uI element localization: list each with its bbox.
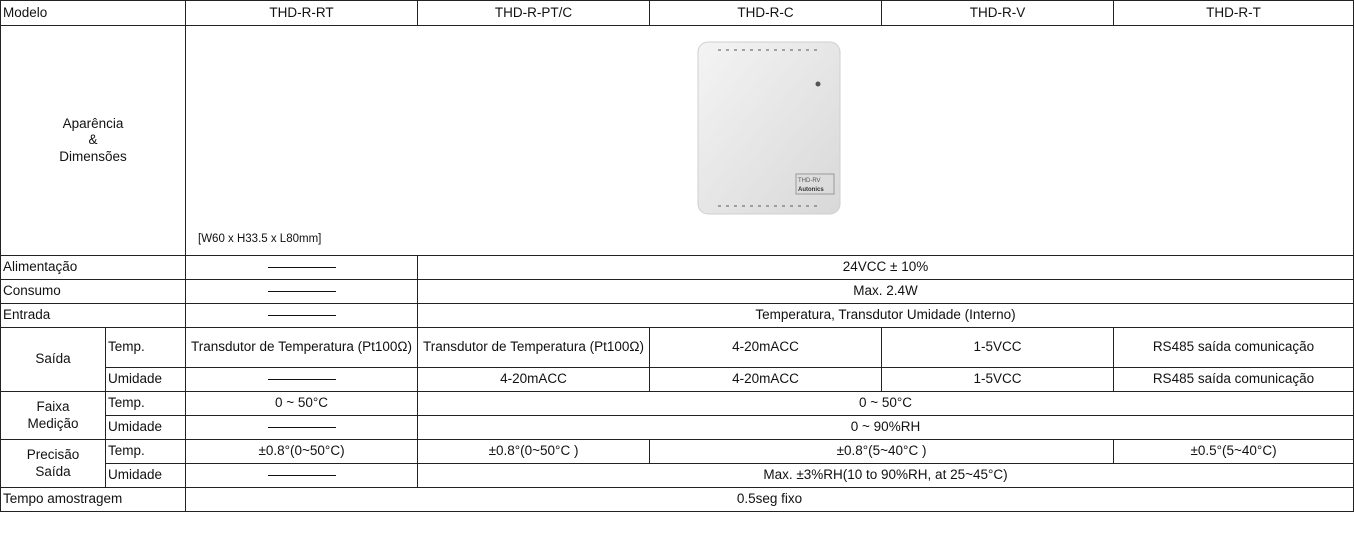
value-cell: 0.5seg fixo [185,487,1354,512]
header-label: Modelo [0,0,186,26]
value-cell: Transdutor de Temperatura (Pt100Ω) [185,327,418,368]
row-label: Entrada [0,303,186,328]
sampling-row: Tempo amostragem 0.5seg fixo [0,487,1354,512]
model: THD-R-C [649,0,882,26]
dash [267,427,336,429]
value-cell: RS485 saída comunicação [1113,367,1354,392]
value-cell: 1-5VCC [881,327,1114,368]
sub-label: Umidade [105,415,186,440]
device-body [697,41,841,215]
na-cell [185,415,418,440]
model: THD-R-T [1113,0,1354,26]
row-label: Tempo amostragem [0,487,186,512]
label-line: & [88,132,98,148]
label-line: Dimensões [59,148,127,164]
value-cell: 0 ~ 50°C [417,391,1354,416]
value-cell: ±0.8°(5~40°C ) [649,439,1114,464]
range-humidity-row: Umidade 0 ~ 90%RH [1,415,1354,440]
na-cell [185,279,418,304]
value-cell: 0 ~ 50°C [185,391,418,416]
spec-table: Modelo THD-R-RT THD-R-PT/C THD-R-C THD-R… [0,0,1354,512]
sub-label: Temp. [105,391,186,416]
vents [718,49,817,207]
model: THD-R-RT [185,0,418,26]
appearance-cell: THD-RV Autonics [W60 x H33.5 x L80mm] [185,25,1354,256]
group-label: Precisão Saída [0,439,106,488]
group-label: Faixa Medição [0,391,106,440]
value-cell: Max. 2.4W [417,279,1354,304]
value-cell: Max. ±3%RH(10 to 90%RH, at 25~45°C) [417,463,1354,488]
sub-label: Umidade [105,367,186,392]
na-cell [185,303,418,328]
value-cell: 24VCC ± 10% [417,255,1354,280]
value-cell: Temperatura, Transdutor Umidade (Interno… [417,303,1354,328]
value-cell: 4-20mACC [649,367,882,392]
dash [267,291,336,293]
sub-label: Temp. [105,439,186,464]
na-cell [185,367,418,392]
input-row: Entrada Temperatura, Transdutor Umidade … [0,303,1354,328]
appearance-row: Aparência & Dimensões THD-RV Autonics [W60… [0,25,1354,256]
sub-label: Umidade [105,463,186,488]
value-cell: 0 ~ 90%RH [417,415,1354,440]
value-cell: Transdutor de Temperatura (Pt100Ω) [417,327,650,368]
sub-label: Temp. [105,327,186,368]
appearance-label: Aparência & Dimensões [0,25,186,256]
na-cell [185,463,418,488]
row-label: Consumo [0,279,186,304]
label-line: Aparência [62,116,124,132]
device-image: THD-RV Autonics [697,41,841,215]
header-row: Modelo THD-R-RT THD-R-PT/C THD-R-C THD-R… [0,0,1354,26]
value-cell: ±0.5°(5~40°C) [1113,439,1354,464]
accuracy-humidity-row: Umidade Max. ±3%RH(10 to 90%RH, at 25~45… [1,463,1354,488]
power-row: Alimentação 24VCC ± 10% [0,255,1354,280]
label-line: Precisão [26,447,80,463]
value-cell: RS485 saída comunicação [1113,327,1354,368]
dash [267,267,336,269]
value-cell: 4-20mACC [417,367,650,392]
device-tag-text: THD-RV [798,178,821,184]
dash [267,475,336,477]
dash [267,315,336,317]
dimensions: [W60 x H33.5 x L80mm] [198,233,322,246]
label-line: Faixa [36,399,70,415]
model: THD-R-V [881,0,1114,26]
label-line: Medição [27,415,79,431]
device-brand: Autonics [798,187,824,193]
row-label: Alimentação [0,255,186,280]
device-tag [795,173,835,195]
value-cell: 1-5VCC [881,367,1114,392]
value-cell: ±0.8°(0~50°C ) [417,439,650,464]
output-humidity-row: Umidade 4-20mACC 4-20mACC 1-5VCC RS485 s… [1,367,1354,392]
range-temp-row: Faixa Medição Temp. 0 ~ 50°C 0 ~ 50°C [0,391,1354,440]
consumption-row: Consumo Max. 2.4W [0,279,1354,304]
label-line: Saída [35,463,71,479]
value-cell: 4-20mACC [649,327,882,368]
led [815,81,821,87]
model: THD-R-PT/C [417,0,650,26]
accuracy-temp-row: Precisão Saída Temp. ±0.8°(0~50°C) ±0.8°(… [0,439,1354,488]
group-label: Saída [0,327,106,392]
na-cell [185,255,418,280]
dash [267,379,336,381]
output-temp-row: Saída Temp. Transdutor de Temperatura (P… [0,327,1354,392]
value-cell: ±0.8°(0~50°C) [185,439,418,464]
